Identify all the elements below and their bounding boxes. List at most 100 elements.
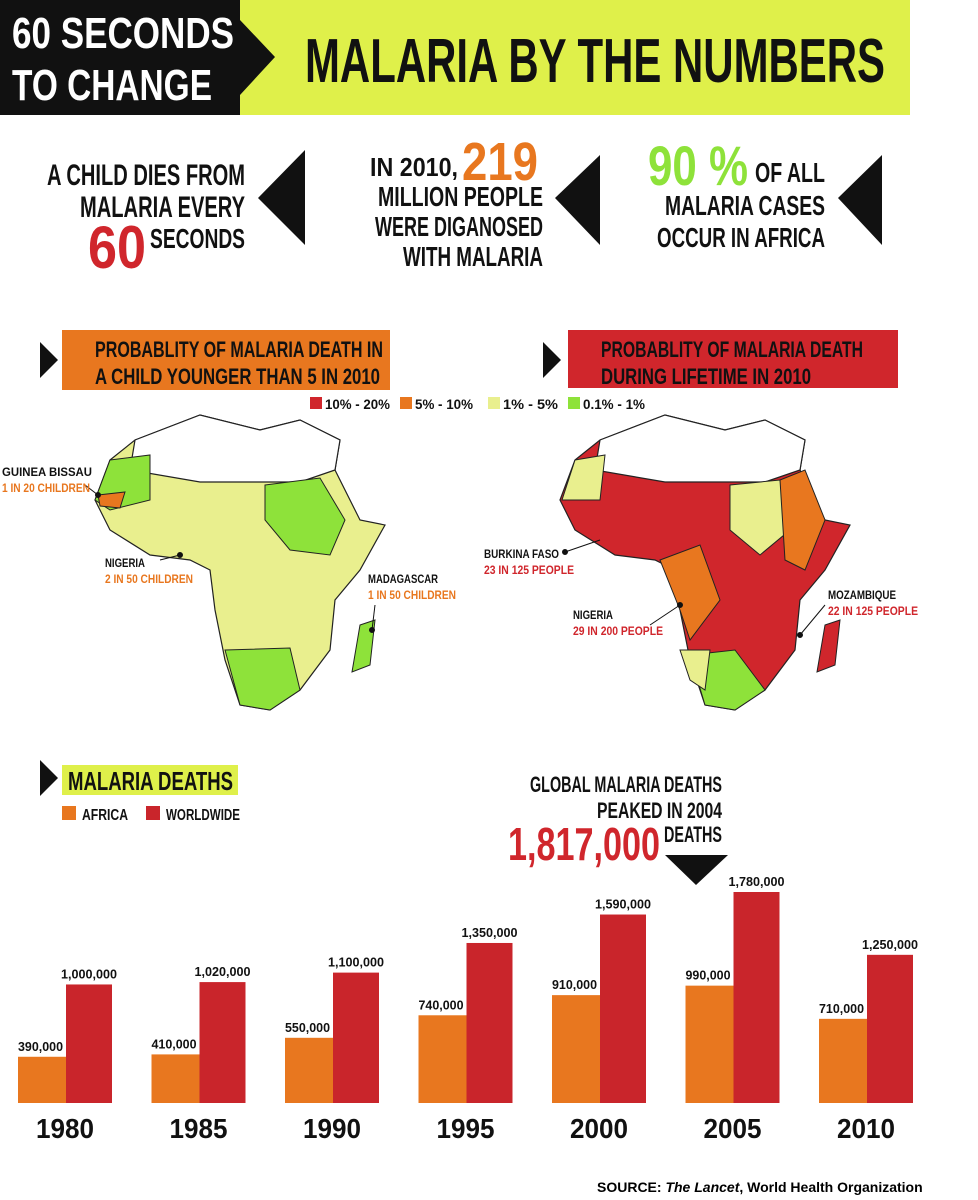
chart-title-box bbox=[62, 765, 238, 795]
callout-place: NIGERIA bbox=[573, 608, 613, 622]
value-label: 1,250,000 bbox=[862, 937, 918, 952]
legend-label: AFRICA bbox=[82, 807, 128, 824]
arrow bbox=[838, 155, 882, 245]
fact-text: WERE DIGANOSED bbox=[375, 211, 543, 242]
callout-rate: 1 IN 50 CHILDREN bbox=[368, 588, 456, 602]
kicker: 60 SECONDS bbox=[12, 9, 234, 58]
annotation: GLOBAL MALARIA DEATHS bbox=[530, 772, 722, 797]
fact-number: 219 bbox=[462, 132, 538, 192]
bar bbox=[600, 914, 646, 1103]
map-title: A CHILD YOUNGER THAN 5 IN 2010 bbox=[95, 364, 380, 389]
x-tick-label: 1980 bbox=[36, 1113, 94, 1144]
legend-swatch bbox=[400, 397, 412, 409]
x-tick-label: 2005 bbox=[704, 1113, 762, 1144]
x-tick-label: 1990 bbox=[303, 1113, 361, 1144]
legend-swatch bbox=[310, 397, 322, 409]
bar bbox=[151, 1054, 200, 1103]
value-label: 740,000 bbox=[419, 997, 464, 1012]
x-tick-label: 1985 bbox=[170, 1113, 228, 1144]
title: MALARIA BY THE NUMBERS bbox=[305, 27, 885, 96]
callout-place: MOZAMBIQUE bbox=[828, 588, 896, 602]
x-tick-label: 2000 bbox=[570, 1113, 628, 1144]
map-title-box bbox=[568, 330, 898, 388]
fact-text: MILLION PEOPLE bbox=[378, 181, 543, 212]
fact-number: 90 % bbox=[648, 134, 748, 197]
fact-text: MALARIA EVERY bbox=[80, 191, 245, 224]
source-publication: The Lancet bbox=[665, 1179, 740, 1195]
legend-swatch bbox=[568, 397, 580, 409]
map-title: DURING LIFETIME IN 2010 bbox=[601, 364, 811, 389]
legend-label: 10% - 20% bbox=[325, 396, 391, 412]
kicker: TO CHANGE bbox=[12, 61, 212, 110]
callout-rate: 29 IN 200 PEOPLE bbox=[573, 624, 663, 638]
fact-text: OCCUR IN AFRICA bbox=[657, 222, 825, 253]
value-label: 410,000 bbox=[152, 1036, 197, 1051]
fact-text: IN 2010, bbox=[370, 152, 458, 182]
callout-rate: 1 IN 20 CHILDREN bbox=[2, 481, 90, 495]
arrow bbox=[543, 342, 561, 378]
bar bbox=[285, 1037, 333, 1103]
map-title-box bbox=[62, 330, 390, 390]
fact-text: A CHILD DIES FROM bbox=[47, 159, 245, 192]
callout-place: MADAGASCAR bbox=[368, 572, 438, 586]
bar bbox=[733, 892, 780, 1103]
arrow bbox=[665, 855, 728, 885]
fact-text: MALARIA CASES bbox=[665, 190, 825, 221]
value-label: 1,780,000 bbox=[729, 874, 785, 889]
source-label: SOURCE: bbox=[597, 1179, 662, 1195]
chart-title: MALARIA DEATHS bbox=[68, 766, 233, 796]
bar bbox=[466, 942, 513, 1103]
value-label: 910,000 bbox=[552, 977, 597, 992]
callout-rate: 2 IN 50 CHILDREN bbox=[105, 572, 193, 586]
legend-label: 1% - 5% bbox=[503, 396, 559, 412]
map-left bbox=[94, 414, 386, 711]
legend-swatch bbox=[146, 806, 160, 820]
x-tick-label: 2010 bbox=[837, 1113, 895, 1144]
bar bbox=[199, 982, 246, 1103]
value-label: 1,000,000 bbox=[61, 966, 117, 981]
fact-text: WITH MALARIA bbox=[403, 241, 543, 272]
bar bbox=[867, 954, 913, 1103]
annotation-value: 1,817,000 bbox=[508, 818, 660, 870]
legend-label: WORLDWIDE bbox=[166, 807, 240, 824]
fact-text: SECONDS bbox=[150, 223, 245, 254]
source: SOURCE: The Lancet, World Health Organiz… bbox=[597, 1179, 923, 1195]
bar bbox=[552, 995, 600, 1103]
value-label: 990,000 bbox=[686, 968, 731, 983]
bar bbox=[819, 1018, 867, 1103]
map-right bbox=[559, 414, 851, 711]
arrow bbox=[555, 155, 600, 245]
callout-place: BURKINA FASO bbox=[484, 547, 559, 561]
value-label: 550,000 bbox=[285, 1020, 330, 1035]
value-label: 1,100,000 bbox=[328, 955, 384, 970]
bar bbox=[418, 1015, 467, 1103]
annotation: PEAKED IN 2004 bbox=[597, 798, 723, 823]
legend-swatch bbox=[488, 397, 500, 409]
bar bbox=[685, 985, 734, 1103]
arrow bbox=[40, 760, 58, 796]
arrow bbox=[40, 342, 58, 378]
callout-rate: 22 IN 125 PEOPLE bbox=[828, 604, 918, 618]
fact-text: OF ALL bbox=[755, 157, 825, 188]
callout-lines bbox=[84, 484, 826, 638]
map-title: PROBABLITY OF MALARIA DEATH IN bbox=[95, 337, 383, 362]
legend-swatch bbox=[62, 806, 76, 820]
arrow bbox=[258, 150, 305, 245]
legend-label: 5% - 10% bbox=[415, 396, 474, 412]
fact-number: 60 bbox=[88, 214, 146, 281]
bar bbox=[18, 1056, 66, 1103]
callout-place: GUINEA BISSAU bbox=[2, 465, 92, 479]
map-title: PROBABLITY OF MALARIA DEATH bbox=[601, 337, 863, 362]
value-label: 1,020,000 bbox=[195, 964, 251, 979]
header-band bbox=[240, 0, 910, 115]
value-label: 390,000 bbox=[18, 1039, 63, 1054]
bar bbox=[66, 984, 112, 1103]
value-label: 1,350,000 bbox=[462, 925, 518, 940]
callout-rate: 23 IN 125 PEOPLE bbox=[484, 563, 574, 577]
value-label: 710,000 bbox=[819, 1001, 864, 1016]
source-rest: , World Health Organization bbox=[739, 1179, 922, 1195]
x-tick-label: 1995 bbox=[437, 1113, 495, 1144]
value-label: 1,590,000 bbox=[595, 897, 651, 912]
